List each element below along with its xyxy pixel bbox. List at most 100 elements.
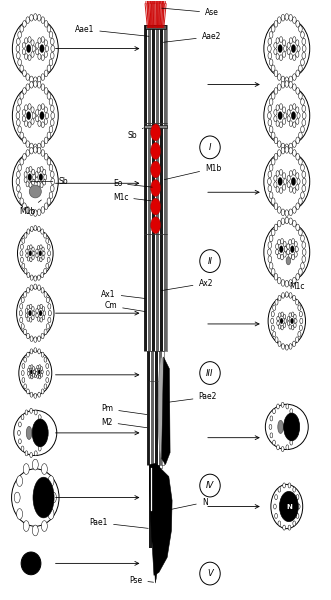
Bar: [147, 351, 164, 464]
Circle shape: [29, 365, 31, 369]
Circle shape: [34, 226, 37, 231]
Circle shape: [278, 178, 282, 185]
Circle shape: [44, 329, 47, 335]
Circle shape: [296, 299, 299, 305]
Circle shape: [278, 487, 281, 492]
Circle shape: [280, 318, 283, 324]
Circle shape: [275, 337, 278, 343]
Circle shape: [34, 276, 37, 281]
Circle shape: [267, 249, 271, 256]
Circle shape: [23, 88, 26, 94]
Circle shape: [23, 154, 26, 160]
Circle shape: [32, 256, 34, 260]
Bar: [145, 25, 166, 29]
Circle shape: [293, 521, 296, 526]
Circle shape: [36, 110, 39, 115]
Circle shape: [281, 402, 284, 407]
Circle shape: [277, 445, 279, 450]
Circle shape: [44, 107, 47, 113]
Circle shape: [293, 416, 295, 421]
Circle shape: [42, 430, 45, 436]
Circle shape: [27, 229, 30, 234]
Circle shape: [293, 341, 296, 347]
Circle shape: [29, 209, 33, 215]
Circle shape: [27, 317, 29, 322]
Circle shape: [41, 333, 44, 339]
Circle shape: [32, 311, 35, 316]
Circle shape: [40, 317, 42, 322]
Circle shape: [47, 158, 51, 165]
Circle shape: [268, 171, 272, 178]
Circle shape: [32, 525, 38, 536]
Circle shape: [26, 352, 29, 357]
Circle shape: [274, 203, 278, 209]
Ellipse shape: [271, 484, 303, 529]
Circle shape: [44, 233, 47, 238]
Circle shape: [289, 105, 293, 110]
Circle shape: [289, 313, 291, 317]
Circle shape: [41, 422, 44, 427]
Circle shape: [303, 178, 306, 185]
Circle shape: [28, 310, 31, 316]
Circle shape: [27, 368, 30, 372]
Circle shape: [293, 141, 296, 148]
Circle shape: [51, 178, 55, 185]
Circle shape: [293, 188, 296, 193]
Circle shape: [31, 375, 33, 379]
Circle shape: [24, 329, 26, 335]
Polygon shape: [150, 463, 172, 575]
Circle shape: [285, 81, 289, 88]
Circle shape: [296, 20, 300, 27]
Circle shape: [301, 164, 304, 171]
Text: V: V: [207, 569, 213, 578]
Circle shape: [32, 315, 34, 320]
Circle shape: [274, 224, 278, 231]
Circle shape: [33, 146, 37, 153]
Circle shape: [289, 239, 292, 245]
Circle shape: [46, 263, 49, 269]
Circle shape: [269, 164, 273, 171]
Text: M1b: M1b: [19, 200, 41, 216]
Circle shape: [274, 70, 278, 77]
Circle shape: [22, 263, 25, 269]
Circle shape: [297, 113, 300, 119]
Circle shape: [29, 304, 32, 309]
Circle shape: [275, 299, 278, 305]
Circle shape: [48, 317, 51, 323]
Circle shape: [299, 92, 302, 99]
Text: Pm: Pm: [101, 404, 147, 415]
Circle shape: [31, 119, 34, 124]
Circle shape: [44, 154, 48, 160]
Circle shape: [274, 175, 277, 181]
Circle shape: [41, 352, 44, 357]
Circle shape: [277, 17, 281, 23]
Circle shape: [33, 14, 37, 20]
Circle shape: [289, 53, 293, 59]
Circle shape: [293, 74, 296, 80]
Circle shape: [17, 476, 23, 487]
Circle shape: [26, 74, 29, 80]
Ellipse shape: [26, 427, 32, 439]
Circle shape: [17, 185, 20, 192]
Circle shape: [299, 311, 302, 317]
Bar: [164, 234, 167, 351]
Circle shape: [26, 287, 29, 293]
Circle shape: [284, 46, 287, 52]
Circle shape: [37, 226, 40, 232]
Circle shape: [289, 218, 293, 224]
Circle shape: [32, 179, 35, 185]
Circle shape: [296, 52, 299, 58]
Circle shape: [296, 40, 299, 46]
Circle shape: [276, 38, 279, 43]
Circle shape: [271, 318, 274, 324]
Circle shape: [20, 132, 24, 139]
Circle shape: [281, 148, 285, 154]
Circle shape: [288, 525, 291, 530]
Circle shape: [292, 325, 294, 330]
Circle shape: [279, 188, 283, 193]
Circle shape: [18, 32, 22, 38]
Circle shape: [26, 206, 29, 213]
Ellipse shape: [268, 296, 306, 346]
Circle shape: [281, 143, 285, 150]
Circle shape: [302, 171, 306, 178]
